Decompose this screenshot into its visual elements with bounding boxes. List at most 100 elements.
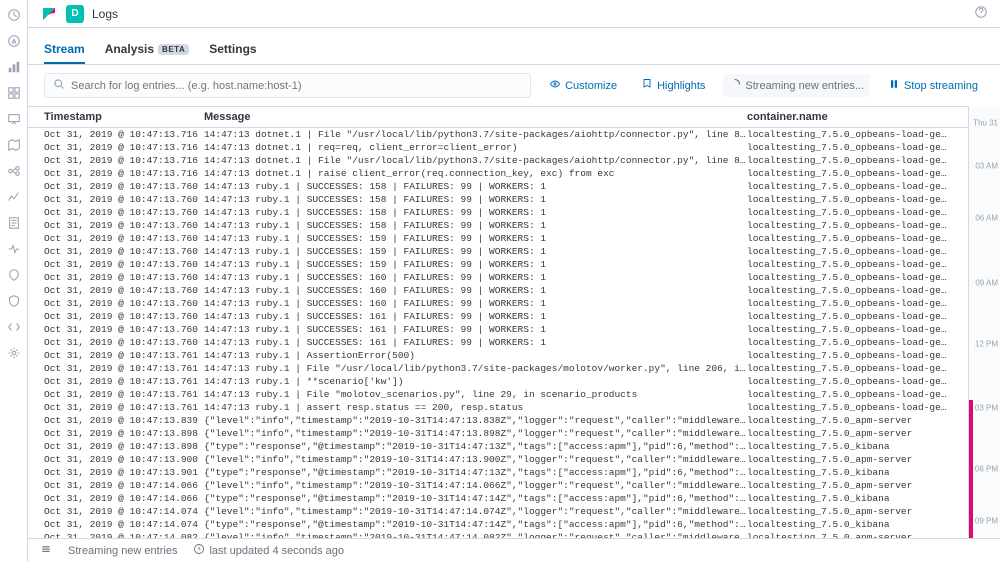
log-row[interactable]: Oct 31, 2019 @ 10:47:13.76014:47:13 ruby… (28, 193, 968, 206)
cell-timestamp: Oct 31, 2019 @ 10:47:13.761 (44, 388, 204, 401)
cell-timestamp: Oct 31, 2019 @ 10:47:13.898 (44, 427, 204, 440)
search-input[interactable] (71, 80, 522, 92)
tab-label: Stream (44, 42, 85, 56)
customize-button[interactable]: Customize (543, 74, 623, 97)
discover-icon[interactable] (7, 34, 21, 48)
tab-analysis[interactable]: AnalysisBETA (105, 36, 190, 64)
metrics-icon[interactable] (7, 190, 21, 204)
table-body[interactable]: Oct 31, 2019 @ 10:47:13.71614:47:13 dotn… (28, 128, 968, 538)
log-row[interactable]: Oct 31, 2019 @ 10:47:13.76014:47:13 ruby… (28, 336, 968, 349)
log-row[interactable]: Oct 31, 2019 @ 10:47:13.76014:47:13 ruby… (28, 284, 968, 297)
cell-container: localtesting_7.5.0_apm-server (747, 505, 952, 518)
canvas-icon[interactable] (7, 112, 21, 126)
tab-label: Settings (209, 42, 256, 56)
maps-icon[interactable] (7, 138, 21, 152)
uptime-icon[interactable] (7, 268, 21, 282)
cell-timestamp: Oct 31, 2019 @ 10:47:13.760 (44, 193, 204, 206)
highlights-button[interactable]: Highlights (635, 74, 711, 97)
clock-icon[interactable] (7, 8, 21, 22)
cell-message: 14:47:13 dotnet.1 | File "/usr/local/lib… (204, 154, 747, 167)
log-row[interactable]: Oct 31, 2019 @ 10:47:13.76014:47:13 ruby… (28, 219, 968, 232)
cell-timestamp: Oct 31, 2019 @ 10:47:13.760 (44, 180, 204, 193)
log-row[interactable]: Oct 31, 2019 @ 10:47:14.066{"level":"inf… (28, 479, 968, 492)
cell-timestamp: Oct 31, 2019 @ 10:47:13.761 (44, 375, 204, 388)
log-row[interactable]: Oct 31, 2019 @ 10:47:14.082{"level":"inf… (28, 531, 968, 538)
cell-message: 14:47:13 ruby.1 | File "molotov_scenario… (204, 388, 747, 401)
tab-stream[interactable]: Stream (44, 36, 85, 64)
cell-container: localtesting_7.5.0_opbeans-load-gene… (747, 206, 952, 219)
dashboard-icon[interactable] (7, 86, 21, 100)
siem-icon[interactable] (7, 294, 21, 308)
stop-streaming-button[interactable]: Stop streaming (882, 74, 984, 97)
log-row[interactable]: Oct 31, 2019 @ 10:47:13.76014:47:13 ruby… (28, 310, 968, 323)
log-row[interactable]: Oct 31, 2019 @ 10:47:13.76114:47:13 ruby… (28, 401, 968, 414)
cell-timestamp: Oct 31, 2019 @ 10:47:13.898 (44, 440, 204, 453)
table-header: Timestamp Message container.name (28, 106, 968, 128)
log-row[interactable]: Oct 31, 2019 @ 10:47:13.76014:47:13 ruby… (28, 180, 968, 193)
sidebar (0, 0, 28, 562)
cell-message: 14:47:13 ruby.1 | SUCCESSES: 161 | FAILU… (204, 336, 747, 349)
timeline-label: 06 AM (975, 214, 998, 223)
cell-timestamp: Oct 31, 2019 @ 10:47:13.760 (44, 284, 204, 297)
timeline-highlight[interactable] (969, 400, 973, 538)
log-row[interactable]: Oct 31, 2019 @ 10:47:13.900{"level":"inf… (28, 453, 968, 466)
cell-container: localtesting_7.5.0_opbeans-load-gene… (747, 258, 952, 271)
cell-message: {"level":"info","timestamp":"2019-10-31T… (204, 505, 747, 518)
cell-message: 14:47:13 ruby.1 | assert resp.status == … (204, 401, 747, 414)
cell-container: localtesting_7.5.0_kibana (747, 518, 952, 531)
log-row[interactable]: Oct 31, 2019 @ 10:47:14.074{"level":"inf… (28, 505, 968, 518)
tab-settings[interactable]: Settings (209, 36, 256, 64)
log-row[interactable]: Oct 31, 2019 @ 10:47:13.71614:47:13 dotn… (28, 154, 968, 167)
ml-icon[interactable] (7, 164, 21, 178)
logs-icon[interactable] (7, 216, 21, 230)
log-row[interactable]: Oct 31, 2019 @ 10:47:13.901{"type":"resp… (28, 466, 968, 479)
cell-container: localtesting_7.5.0_opbeans-load-gene… (747, 297, 952, 310)
help-icon[interactable] (974, 5, 988, 22)
timeline-minimap[interactable]: Thu 3103 AM06 AM09 AM12 PM03 PM06 PM09 P… (968, 106, 1000, 538)
cell-timestamp: Oct 31, 2019 @ 10:47:13.900 (44, 453, 204, 466)
col-timestamp-header[interactable]: Timestamp (44, 111, 204, 123)
log-row[interactable]: Oct 31, 2019 @ 10:47:13.898{"type":"resp… (28, 440, 968, 453)
cell-message: {"level":"info","timestamp":"2019-10-31T… (204, 531, 747, 538)
log-row[interactable]: Oct 31, 2019 @ 10:47:13.76014:47:13 ruby… (28, 245, 968, 258)
dev-icon[interactable] (7, 320, 21, 334)
cell-message: {"level":"info","timestamp":"2019-10-31T… (204, 414, 747, 427)
log-row[interactable]: Oct 31, 2019 @ 10:47:13.71614:47:13 dotn… (28, 128, 968, 141)
cell-timestamp: Oct 31, 2019 @ 10:47:14.074 (44, 518, 204, 531)
log-row[interactable]: Oct 31, 2019 @ 10:47:13.76014:47:13 ruby… (28, 271, 968, 284)
log-row[interactable]: Oct 31, 2019 @ 10:47:13.76114:47:13 ruby… (28, 375, 968, 388)
col-container-header[interactable]: container.name (747, 111, 952, 123)
log-row[interactable]: Oct 31, 2019 @ 10:47:13.76114:47:13 ruby… (28, 349, 968, 362)
log-row[interactable]: Oct 31, 2019 @ 10:47:13.76114:47:13 ruby… (28, 362, 968, 375)
cell-container: localtesting_7.5.0_apm-server (747, 453, 952, 466)
kibana-logo-icon[interactable] (40, 5, 58, 23)
management-icon[interactable] (7, 346, 21, 360)
log-row[interactable]: Oct 31, 2019 @ 10:47:14.074{"type":"resp… (28, 518, 968, 531)
visualize-icon[interactable] (7, 60, 21, 74)
log-row[interactable]: Oct 31, 2019 @ 10:47:14.066{"type":"resp… (28, 492, 968, 505)
expand-icon[interactable] (40, 543, 52, 558)
log-row[interactable]: Oct 31, 2019 @ 10:47:13.76114:47:13 ruby… (28, 388, 968, 401)
cell-container: localtesting_7.5.0_opbeans-load-gene… (747, 219, 952, 232)
log-row[interactable]: Oct 31, 2019 @ 10:47:13.71614:47:13 dotn… (28, 167, 968, 180)
apm-icon[interactable] (7, 242, 21, 256)
log-row[interactable]: Oct 31, 2019 @ 10:47:13.76014:47:13 ruby… (28, 258, 968, 271)
log-row[interactable]: Oct 31, 2019 @ 10:47:13.839{"level":"inf… (28, 414, 968, 427)
log-row[interactable]: Oct 31, 2019 @ 10:47:13.76014:47:13 ruby… (28, 232, 968, 245)
col-message-header[interactable]: Message (204, 111, 747, 123)
cell-container: localtesting_7.5.0_opbeans-load-gene… (747, 388, 952, 401)
cell-container: localtesting_7.5.0_opbeans-load-gene… (747, 362, 952, 375)
timeline-label: 12 PM (975, 339, 998, 348)
log-row[interactable]: Oct 31, 2019 @ 10:47:13.71614:47:13 dotn… (28, 141, 968, 154)
cell-timestamp: Oct 31, 2019 @ 10:47:13.761 (44, 349, 204, 362)
log-row[interactable]: Oct 31, 2019 @ 10:47:13.76014:47:13 ruby… (28, 323, 968, 336)
app-badge-icon[interactable]: D (66, 5, 84, 23)
cell-message: {"type":"response","@timestamp":"2019-10… (204, 518, 747, 531)
cell-container: localtesting_7.5.0_opbeans-load-gene… (747, 245, 952, 258)
cell-message: 14:47:13 ruby.1 | SUCCESSES: 161 | FAILU… (204, 323, 747, 336)
log-row[interactable]: Oct 31, 2019 @ 10:47:13.898{"level":"inf… (28, 427, 968, 440)
log-row[interactable]: Oct 31, 2019 @ 10:47:13.76014:47:13 ruby… (28, 297, 968, 310)
log-row[interactable]: Oct 31, 2019 @ 10:47:13.76014:47:13 ruby… (28, 206, 968, 219)
streaming-label: Streaming new entries... (745, 80, 864, 92)
timeline-label: 06 PM (975, 464, 998, 473)
